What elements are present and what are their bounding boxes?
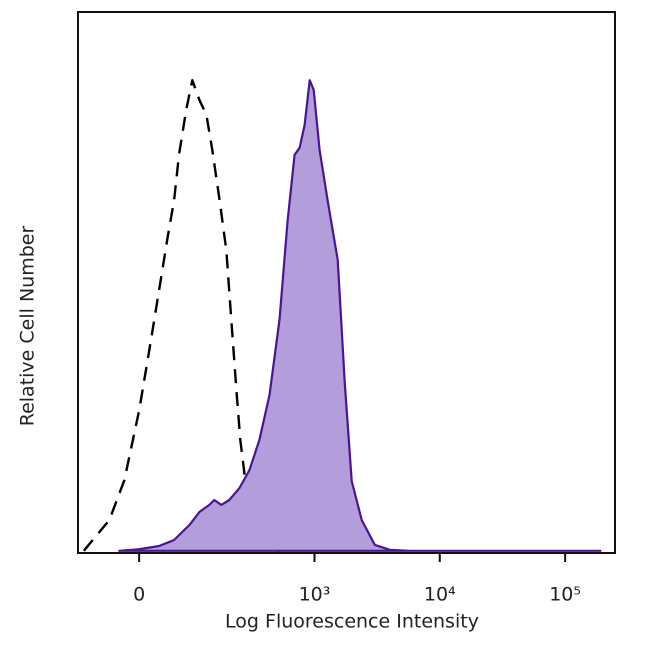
histogram-area (118, 79, 602, 552)
y-axis-label: Relative Cell Number (17, 226, 39, 427)
x-tick-label: 10⁵ (549, 584, 581, 606)
x-tick-label: 10³ (299, 584, 331, 606)
x-tick-label: 0 (133, 584, 145, 606)
x-axis-label: Log Fluorescence Intensity (225, 611, 479, 633)
plot-frame (77, 11, 616, 554)
x-tick-label: 10⁴ (424, 584, 456, 606)
histogram-line (82, 79, 280, 552)
